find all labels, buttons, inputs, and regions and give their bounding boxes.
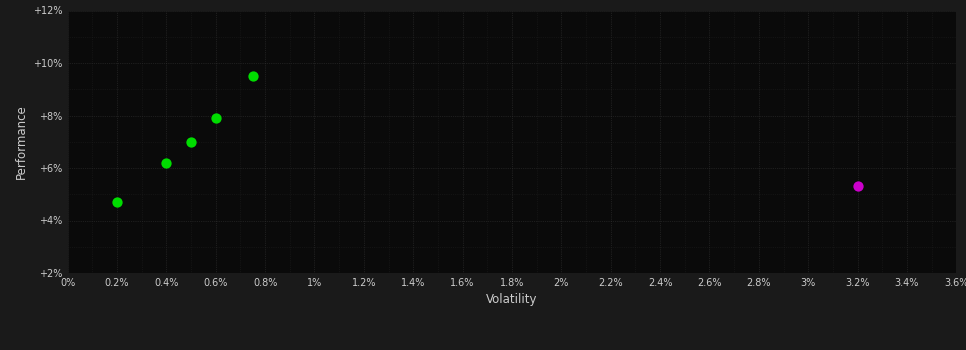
X-axis label: Volatility: Volatility xyxy=(486,293,538,306)
Point xyxy=(208,116,223,121)
Point xyxy=(109,199,125,205)
Point xyxy=(245,74,261,79)
Point xyxy=(850,183,866,189)
Point xyxy=(158,160,174,166)
Point xyxy=(184,139,199,145)
Y-axis label: Performance: Performance xyxy=(14,104,28,179)
